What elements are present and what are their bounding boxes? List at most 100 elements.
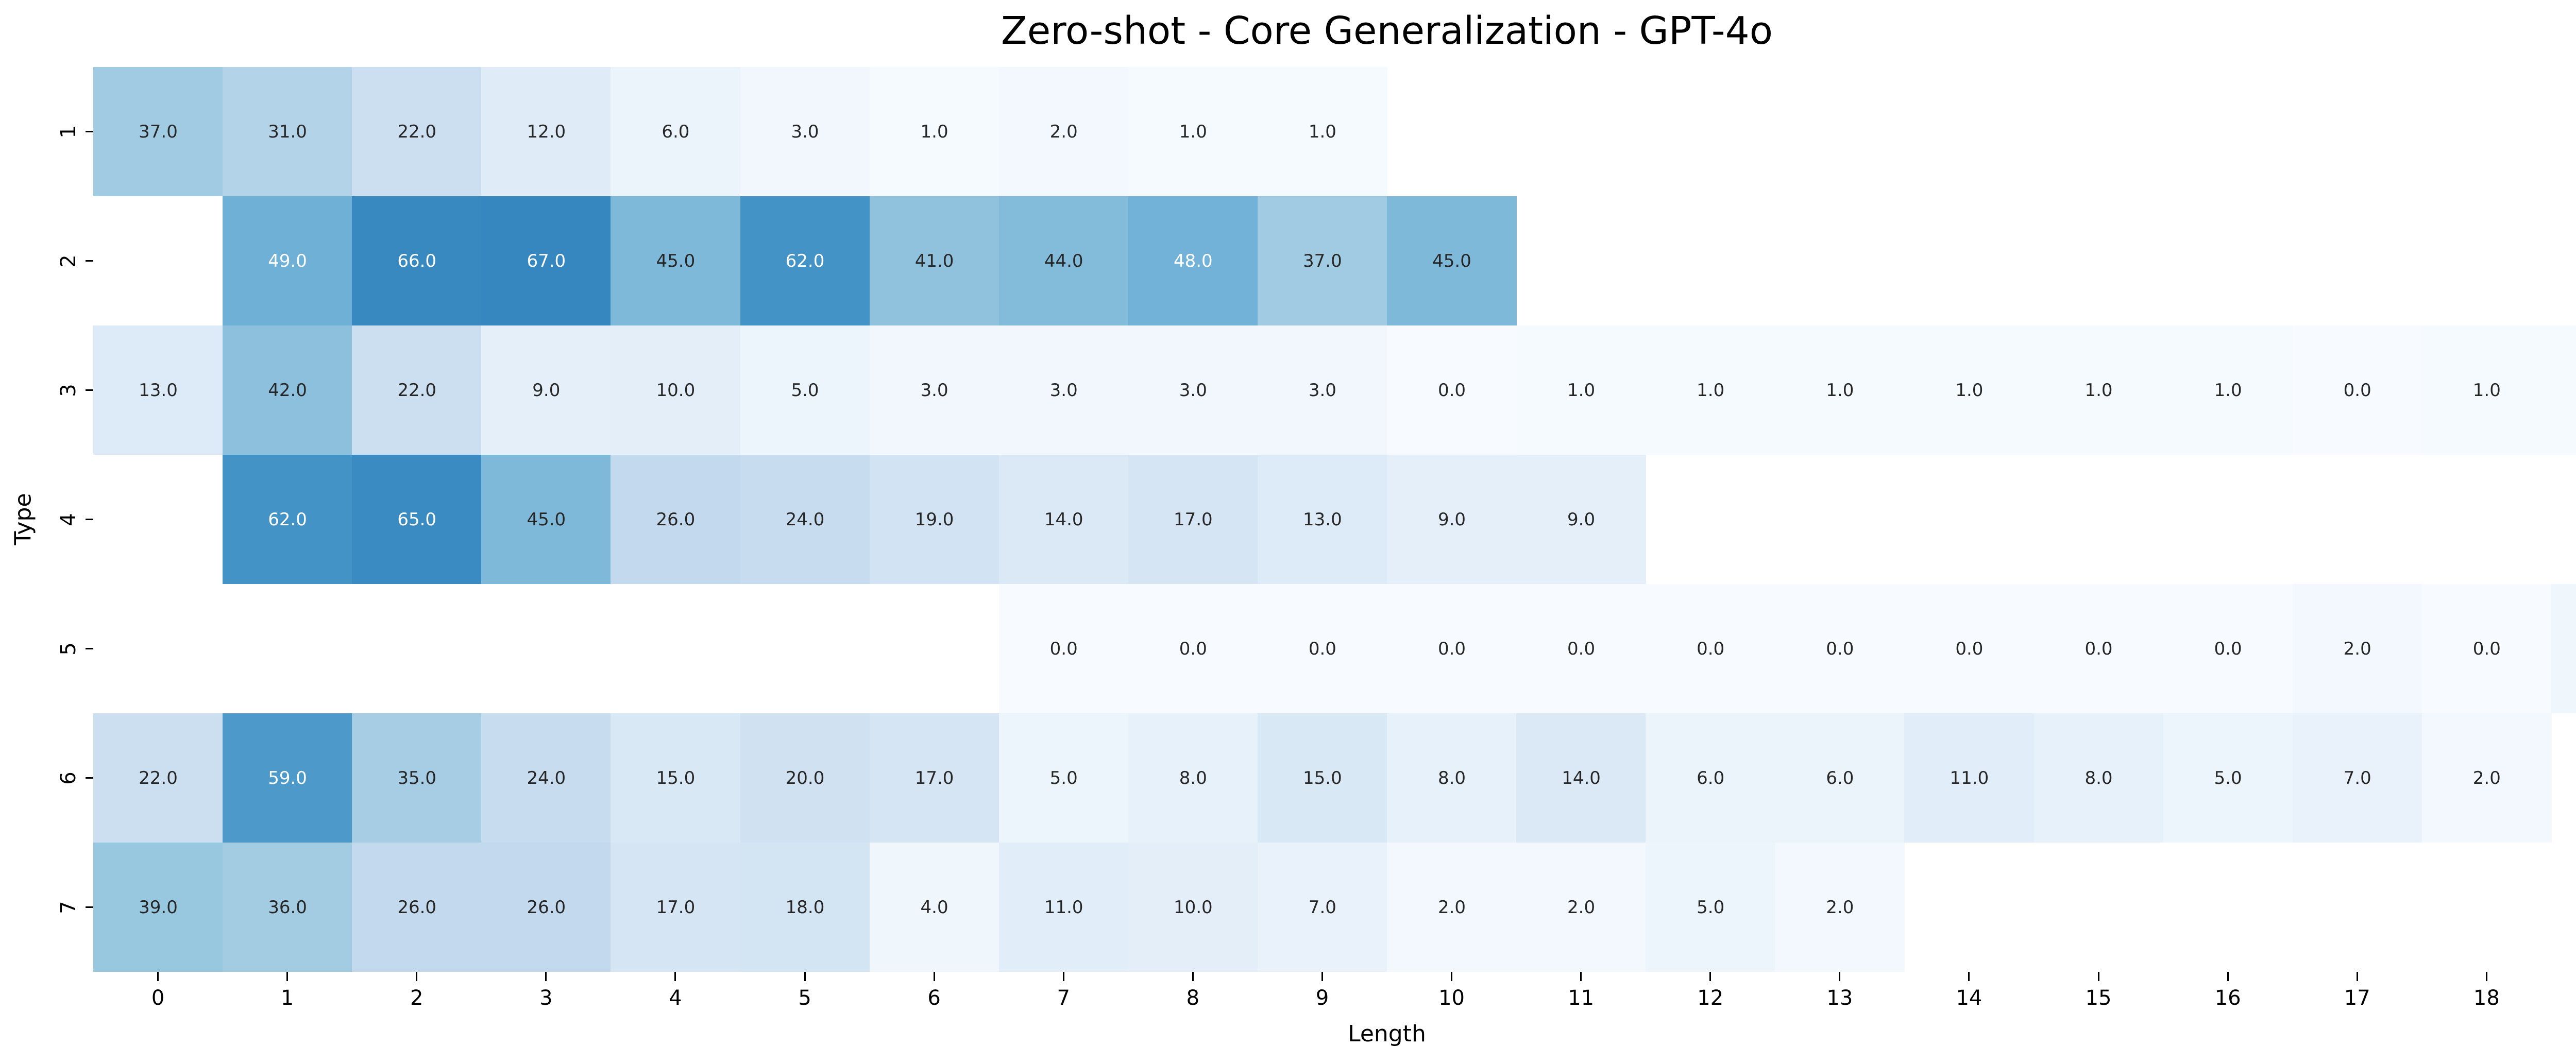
heatmap-cell: 1.0 xyxy=(2421,325,2552,455)
x-tick-label: 2 xyxy=(410,986,423,1010)
heatmap-cell: 45.0 xyxy=(611,196,741,325)
heatmap-cell: 4.0 xyxy=(869,843,999,972)
heatmap-cell: 14.0 xyxy=(1516,713,1647,843)
x-tick-mark xyxy=(1839,972,1841,981)
heatmap-cell: 2.0 xyxy=(1516,843,1647,972)
heatmap-cell: 1.0 xyxy=(1516,325,1647,455)
x-tick-label: 8 xyxy=(1186,986,1200,1010)
heatmap-cell: 2.0 xyxy=(998,67,1129,196)
y-tick-mark xyxy=(86,906,93,908)
heatmap-cell: 5.0 xyxy=(1646,843,1776,972)
heatmap-cell: 3.0 xyxy=(740,67,870,196)
heatmap-cell: 1.0 xyxy=(1904,325,2035,455)
heatmap-cell: 1.0 xyxy=(1775,325,1905,455)
x-tick-label: 17 xyxy=(2344,986,2370,1010)
heatmap-cell: 19.0 xyxy=(869,455,999,584)
y-tick-label: 5 xyxy=(57,642,80,656)
x-tick-mark xyxy=(1580,972,1582,981)
x-tick-mark xyxy=(1062,972,1064,981)
y-tick-label: 7 xyxy=(57,900,80,914)
heatmap-cell: 1.0 xyxy=(2163,325,2293,455)
x-tick-label: 14 xyxy=(1956,986,1982,1010)
x-tick-label: 0 xyxy=(151,986,165,1010)
heatmap-cell: 20.0 xyxy=(740,713,870,843)
heatmap-cell: 44.0 xyxy=(998,196,1129,325)
x-tick-label: 16 xyxy=(2214,986,2241,1010)
y-tick-label: 4 xyxy=(57,512,80,526)
heatmap-cell: 3.0 xyxy=(1128,325,1258,455)
heatmap-cell: 0.0 xyxy=(1387,325,1517,455)
heatmap-cell: 42.0 xyxy=(223,325,353,455)
heatmap-cell: 59.0 xyxy=(223,713,353,843)
x-tick-mark xyxy=(286,972,289,981)
x-tick-label: 18 xyxy=(2473,986,2500,1010)
x-tick-mark xyxy=(545,972,547,981)
heatmap-cell: 49.0 xyxy=(223,196,353,325)
y-tick-mark xyxy=(86,519,93,520)
heatmap-cell: 0.0 xyxy=(2421,584,2552,713)
heatmap-cell: 67.0 xyxy=(481,196,612,325)
y-tick-mark xyxy=(86,777,93,779)
heatmap-cell: 6.0 xyxy=(611,67,741,196)
x-tick-label: 1 xyxy=(280,986,294,1010)
y-tick-label: 1 xyxy=(57,125,80,139)
heatmap-cell: 22.0 xyxy=(352,67,482,196)
heatmap-cell: 0.0 xyxy=(1128,584,1258,713)
heatmap-cell: 1.0 xyxy=(1257,67,1387,196)
heatmap-cell: 39.0 xyxy=(93,843,223,972)
heatmap-cell: 0.0 xyxy=(1646,584,1776,713)
heatmap-cell: 3.0 xyxy=(1257,325,1387,455)
heatmap-cell: 0.0 xyxy=(1257,584,1387,713)
heatmap-cell: 0.0 xyxy=(1775,584,1905,713)
x-tick-mark xyxy=(2485,972,2487,981)
heatmap-cell: 15.0 xyxy=(1257,713,1387,843)
x-tick-mark xyxy=(933,972,935,981)
heatmap-cell: 0.0 xyxy=(998,584,1129,713)
heatmap-cell: 6.0 xyxy=(1646,713,1776,843)
heatmap-cell: 2.0 xyxy=(1775,843,1905,972)
heatmap-cell: 11.0 xyxy=(1904,713,2035,843)
heatmap-cell: 62.0 xyxy=(223,455,353,584)
heatmap-cell: 48.0 xyxy=(1128,196,1258,325)
heatmap-cell: 10.0 xyxy=(611,325,741,455)
heatmap-cell: 7.0 xyxy=(1257,843,1387,972)
heatmap-cell: 13.0 xyxy=(93,325,223,455)
y-tick-label: 6 xyxy=(57,771,80,785)
x-tick-label: 5 xyxy=(798,986,811,1010)
x-tick-mark xyxy=(1968,972,1970,981)
heatmap-cell: 0.0 xyxy=(2163,584,2293,713)
heatmap-cell: 45.0 xyxy=(481,455,612,584)
heatmap-cell: 37.0 xyxy=(93,67,223,196)
heatmap-cell: 26.0 xyxy=(352,843,482,972)
heatmap-cell: 1.0 xyxy=(2033,325,2164,455)
heatmap-cell: 8.0 xyxy=(2033,713,2164,843)
x-tick-mark xyxy=(2227,972,2229,981)
heatmap-cell: 8.0 xyxy=(1387,713,1517,843)
heatmap-cell: 14.0 xyxy=(998,455,1129,584)
heatmap-cell: 1.0 xyxy=(1646,325,1776,455)
heatmap-cell: 17.0 xyxy=(611,843,741,972)
x-tick-mark xyxy=(157,972,159,981)
heatmap-cell: 9.0 xyxy=(481,325,612,455)
x-tick-label: 10 xyxy=(1438,986,1465,1010)
heatmap-cell: 2.0 xyxy=(1387,843,1517,972)
x-tick-mark xyxy=(416,972,418,981)
heatmap-cell: 36.0 xyxy=(223,843,353,972)
heatmap-cell: 24.0 xyxy=(740,455,870,584)
heatmap-cell: 0.0 xyxy=(2292,325,2422,455)
x-tick-label: 11 xyxy=(1568,986,1595,1010)
heatmap-cell: 35.0 xyxy=(352,713,482,843)
heatmap-cell: 0.0 xyxy=(2033,584,2164,713)
y-tick-mark xyxy=(86,260,93,262)
heatmap-cell: 5.0 xyxy=(998,713,1129,843)
heatmap-cell: 7.0 xyxy=(2292,713,2422,843)
x-tick-mark xyxy=(2356,972,2358,981)
x-tick-label: 6 xyxy=(927,986,941,1010)
y-tick-mark xyxy=(86,131,93,132)
heatmap-cell: 1.0 xyxy=(2551,325,2576,455)
x-tick-mark xyxy=(804,972,806,981)
heatmap-cell: 0.0 xyxy=(1904,584,2035,713)
heatmap-cell: 17.0 xyxy=(1128,455,1258,584)
heatmap-cell: 12.0 xyxy=(481,67,612,196)
